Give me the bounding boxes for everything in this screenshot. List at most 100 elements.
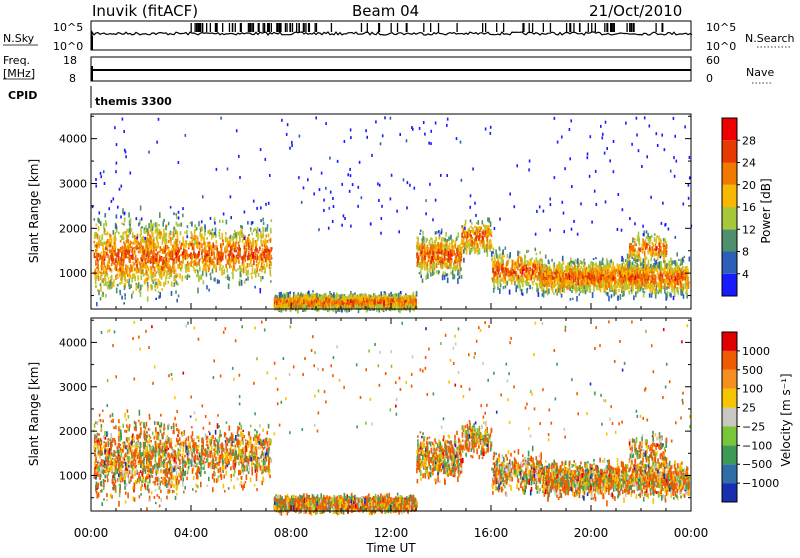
range-gate-cell — [245, 278, 247, 280]
range-gate-cell — [529, 285, 531, 289]
range-gate-cell — [136, 264, 138, 267]
range-gate-cell — [94, 241, 96, 244]
range-gate-cell — [538, 292, 540, 297]
range-gate-cell — [110, 268, 112, 271]
range-gate-cell — [210, 273, 212, 276]
power-plot-area — [92, 116, 692, 313]
range-gate-cell — [213, 253, 215, 255]
range-gate-cell — [225, 264, 227, 268]
range-gate-cell — [308, 297, 310, 301]
range-gate-cell — [530, 261, 532, 266]
range-gate-cell — [128, 212, 130, 217]
range-gate-cell — [252, 264, 254, 268]
range-gate-cell — [128, 250, 130, 253]
range-gate-cell — [139, 261, 141, 264]
freq-axis-bottom: 8 — [69, 72, 76, 85]
range-gate-cell — [415, 302, 417, 307]
range-gate-cell — [140, 248, 142, 253]
range-gate-cell — [513, 269, 515, 274]
range-gate-cell — [213, 232, 215, 238]
range-gate-cell — [487, 217, 489, 221]
range-gate-cell — [315, 299, 317, 301]
range-gate-cell — [306, 301, 308, 303]
range-gate-cell — [522, 269, 524, 274]
range-gate-cell — [199, 248, 201, 252]
range-gate-cell — [176, 249, 178, 252]
range-gate-cell — [258, 273, 260, 277]
range-gate-cell — [286, 294, 288, 299]
range-gate-cell — [445, 258, 447, 260]
range-gate-cell — [235, 259, 237, 262]
range-gate-cell — [131, 294, 133, 299]
range-gate-cell — [206, 237, 208, 240]
range-gate-cell — [502, 262, 504, 264]
range-gate-cell — [237, 257, 239, 259]
range-gate-cell — [150, 227, 152, 232]
range-gate-cell — [111, 238, 113, 244]
range-gate-cell — [184, 231, 186, 233]
range-gate-cell — [429, 251, 431, 254]
range-gate-cell — [274, 304, 276, 308]
range-gate-cell — [418, 246, 420, 251]
range-gate-cell — [489, 247, 491, 252]
range-gate-cell — [416, 291, 418, 295]
range-gate-cell — [279, 292, 281, 298]
nsky-axis-bottom: 10^0 — [53, 40, 83, 53]
range-gate-cell — [185, 244, 187, 248]
range-gate-cell — [238, 245, 240, 251]
range-gate-cell — [221, 248, 223, 253]
range-gate-cell — [218, 280, 220, 283]
range-gate-cell — [374, 299, 376, 303]
range-gate-cell — [463, 239, 465, 243]
range-gate-cell — [108, 277, 110, 279]
nsearch-axis-top: 10^5 — [706, 21, 736, 34]
range-gate-cell — [509, 290, 511, 295]
range-gate-cell — [216, 253, 218, 258]
range-gate-cell — [405, 305, 407, 308]
range-gate-cell — [485, 230, 487, 234]
range-gate-cell — [219, 229, 221, 231]
range-gate-cell — [465, 220, 467, 225]
range-gate-cell — [111, 263, 113, 267]
range-gate-cell — [447, 278, 449, 284]
range-gate-cell — [238, 232, 240, 236]
range-gate-cell — [107, 261, 109, 265]
range-gate-cell — [115, 275, 117, 280]
range-gate-cell — [461, 275, 463, 279]
range-gate-cell — [156, 246, 158, 249]
range-gate-cell — [519, 282, 521, 288]
date-title: 21/Oct/2010 — [589, 2, 682, 20]
range-gate-cell — [444, 238, 446, 242]
range-gate-cell — [391, 294, 393, 297]
range-gate-cell — [213, 261, 215, 263]
range-gate-cell — [247, 221, 249, 225]
freq-axis-top: 18 — [63, 54, 77, 67]
range-gate-cell — [185, 251, 187, 253]
freq-label-line2: [MHz] — [3, 67, 35, 80]
range-gate-cell — [177, 223, 179, 227]
range-gate-cell — [478, 238, 480, 240]
range-gate-cell — [491, 258, 493, 260]
range-gate-cell — [212, 229, 214, 232]
range-gate-cell — [100, 283, 102, 286]
range-gate-cell — [136, 285, 138, 291]
range-gate-cell — [356, 300, 358, 303]
range-gate-cell — [192, 266, 194, 268]
range-gate-cell — [360, 297, 362, 303]
range-gate-cell — [118, 249, 120, 253]
range-gate-cell — [132, 242, 134, 245]
range-gate-cell — [383, 300, 385, 305]
range-gate-cell — [99, 235, 101, 240]
range-gate-cell — [145, 261, 147, 264]
range-gate-cell — [245, 266, 247, 270]
range-gate-cell — [298, 300, 300, 303]
range-gate-cell — [513, 275, 515, 279]
range-gate-cell — [534, 264, 536, 269]
range-gate-cell — [171, 291, 173, 296]
range-gate-cell — [240, 266, 242, 272]
range-gate-cell — [158, 291, 160, 293]
range-gate-cell — [197, 288, 199, 294]
range-gate-cell — [523, 278, 525, 283]
range-gate-cell — [253, 229, 255, 233]
range-gate-cell — [320, 302, 322, 307]
